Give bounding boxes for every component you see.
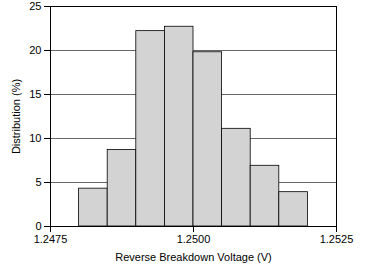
svg-text:20: 20	[29, 44, 41, 56]
svg-text:Distribution (%): Distribution (%)	[10, 79, 22, 154]
svg-text:0: 0	[35, 220, 41, 232]
svg-text:Reverse Breakdown Voltage (V): Reverse Breakdown Voltage (V)	[115, 251, 272, 263]
svg-text:5: 5	[35, 176, 41, 188]
svg-text:10: 10	[29, 132, 41, 144]
svg-text:1.2475: 1.2475	[34, 233, 68, 245]
svg-text:25: 25	[29, 0, 41, 12]
svg-text:1.2500: 1.2500	[177, 233, 211, 245]
svg-text:1.2525: 1.2525	[320, 233, 354, 245]
svg-text:15: 15	[29, 88, 41, 100]
